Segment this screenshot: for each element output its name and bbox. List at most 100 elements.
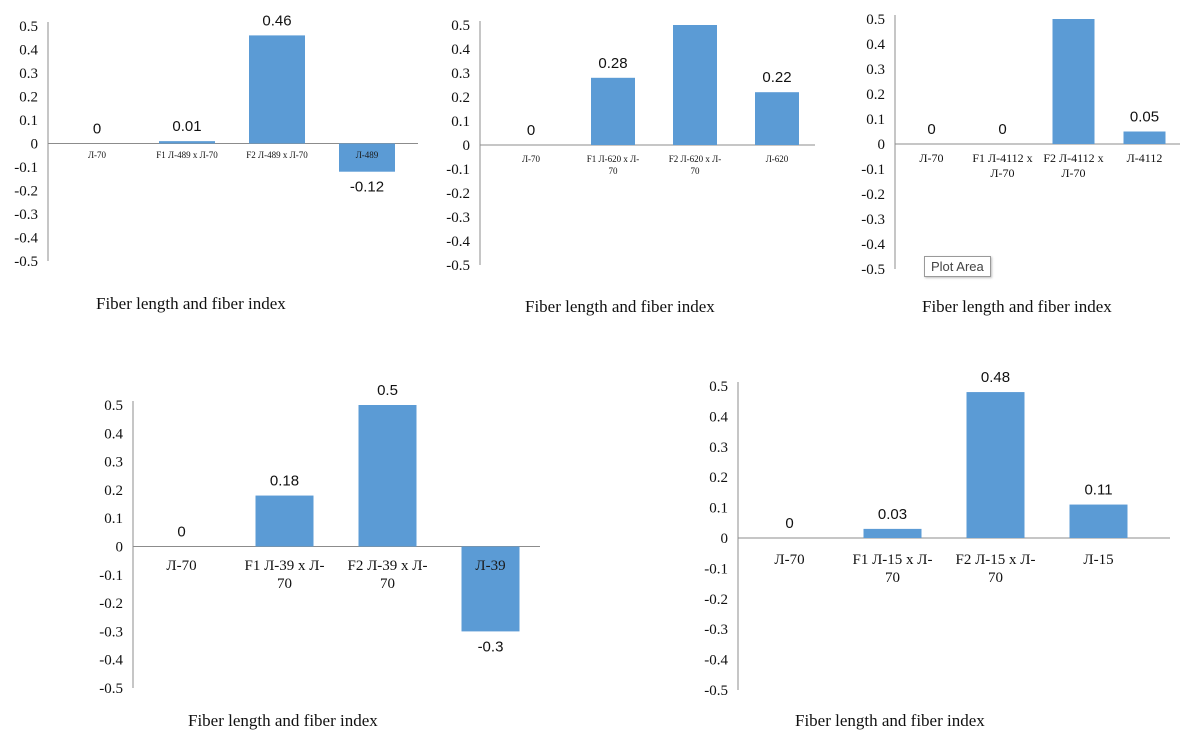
y-tick-label: 0.1 bbox=[104, 511, 123, 527]
category-label: Л-70 bbox=[88, 150, 107, 160]
data-label: 0 bbox=[527, 122, 535, 139]
bar bbox=[159, 141, 215, 144]
category-label: Л-70 bbox=[166, 558, 196, 574]
chart-4-caption: Fiber length and fiber index bbox=[188, 711, 378, 730]
data-label: 0.11 bbox=[1084, 482, 1112, 499]
category-label: 70 bbox=[885, 570, 900, 586]
data-label: 0.01 bbox=[172, 118, 201, 135]
bar bbox=[1052, 19, 1095, 144]
y-tick-label: 0.2 bbox=[709, 470, 728, 486]
y-tick-label: 0.2 bbox=[451, 90, 470, 106]
bar bbox=[461, 546, 520, 632]
y-tick-label: -0.1 bbox=[446, 162, 470, 178]
data-label: 0.03 bbox=[878, 506, 907, 523]
category-label: Л-489 bbox=[356, 150, 379, 160]
y-tick-label: -0.5 bbox=[14, 254, 38, 270]
category-label: F1 Л-39 x Л- bbox=[245, 558, 325, 574]
data-label: 0.46 bbox=[262, 12, 291, 29]
category-label: 70 bbox=[691, 166, 701, 176]
y-tick-label: -0.3 bbox=[704, 622, 728, 638]
category-label: F2 Л-620 x Л- bbox=[669, 154, 721, 164]
category-label: Л-70 bbox=[522, 154, 541, 164]
chart-5-caption: Fiber length and fiber index bbox=[795, 711, 985, 730]
category-label: Л-15 bbox=[1083, 552, 1113, 568]
y-tick-label: -0.3 bbox=[99, 624, 123, 640]
y-tick-label: 0.1 bbox=[451, 114, 470, 130]
y-tick-label: -0.1 bbox=[704, 561, 728, 577]
y-tick-label: -0.5 bbox=[704, 683, 728, 699]
y-tick-label: 0.5 bbox=[19, 19, 38, 35]
data-label: 0.5 bbox=[377, 382, 398, 399]
y-tick-label: -0.1 bbox=[14, 160, 38, 176]
data-label: 0 bbox=[177, 524, 185, 541]
y-tick-label: -0.3 bbox=[861, 212, 885, 228]
y-tick-label: -0.2 bbox=[861, 187, 885, 203]
category-label: F2 Л-4112 x bbox=[1043, 151, 1103, 165]
y-tick-label: -0.5 bbox=[99, 681, 123, 697]
y-tick-label: -0.1 bbox=[861, 162, 885, 178]
category-label: F2 Л-489 x Л-70 bbox=[246, 150, 308, 160]
category-label: Л-70 bbox=[919, 151, 943, 165]
y-tick-label: 0.5 bbox=[451, 18, 470, 34]
bar bbox=[591, 77, 635, 145]
category-label: F2 Л-39 x Л- bbox=[348, 558, 428, 574]
data-label: 0 bbox=[93, 121, 101, 138]
y-tick-label: 0.4 bbox=[19, 43, 38, 59]
chart-panel-3: 0.5 0.4 0.3 0.2 0.1 0 -0.1 -0.2 -0.3 -0.4 -0.5 0 Л-7… bbox=[0, 0, 1190, 320]
category-label: F2 Л-15 x Л- bbox=[956, 552, 1036, 568]
y-tick-label: 0.4 bbox=[866, 37, 885, 53]
y-tick-label: -0.4 bbox=[446, 234, 470, 250]
y-tick-label: 0.2 bbox=[866, 87, 885, 103]
chart-panel-2: 0.5 0.4 0.3 0.2 0.1 0 -0.1 -0.2 -0.3 -0.4 -0.5 0 Л-7… bbox=[0, 0, 820, 320]
y-tick-label: -0.2 bbox=[14, 184, 38, 200]
data-label: 0 bbox=[998, 121, 1006, 138]
y-tick-label: 0 bbox=[721, 531, 729, 547]
data-label: 0.48 bbox=[981, 369, 1010, 386]
y-tick-label: 0.1 bbox=[709, 501, 728, 517]
data-label: 0.05 bbox=[1130, 109, 1159, 126]
chart-4-svg: 0.5 0.4 0.3 0.2 0.1 0 -0.1 -0.2 -0.3 -0.4 -0.5 0 Л-7… bbox=[99, 382, 540, 697]
y-tick-label: 0.3 bbox=[709, 440, 728, 456]
chart-panel-4: 0.5 0.4 0.3 0.2 0.1 0 -0.1 -0.2 -0.3 -0.4 -0.5 0 Л-7… bbox=[99, 382, 540, 730]
y-tick-label: 0 bbox=[878, 137, 886, 153]
chart-2-caption: Fiber length and fiber index bbox=[525, 297, 715, 316]
data-label: -0.12 bbox=[350, 179, 384, 196]
bar bbox=[249, 35, 305, 144]
data-label: 0.18 bbox=[270, 473, 299, 490]
y-tick-label: 0.3 bbox=[451, 66, 470, 82]
category-label: Л-70 bbox=[990, 166, 1014, 180]
y-tick-label: -0.1 bbox=[99, 568, 123, 584]
category-label: F1 Л-4112 x bbox=[972, 151, 1032, 165]
chart-2-svg: 0.5 0.4 0.3 0.2 0.1 0 -0.1 -0.2 -0.3 -0.4 -0.5 0 Л-7… bbox=[446, 18, 815, 274]
y-tick-label: -0.4 bbox=[99, 653, 123, 669]
y-tick-label: 0 bbox=[31, 137, 39, 153]
data-label: -0.3 bbox=[478, 638, 504, 655]
y-tick-label: 0.3 bbox=[866, 62, 885, 78]
y-tick-label: 0.3 bbox=[104, 455, 123, 471]
category-label: 70 bbox=[380, 576, 395, 592]
chart-1-caption: Fiber length and fiber index bbox=[96, 294, 286, 313]
category-label: F1 Л-489 x Л-70 bbox=[156, 150, 218, 160]
y-tick-label: -0.2 bbox=[704, 592, 728, 608]
bar bbox=[1123, 131, 1166, 144]
y-tick-label: 0 bbox=[116, 540, 124, 556]
category-label: Л-4112 bbox=[1127, 151, 1163, 165]
y-tick-label: 0.3 bbox=[19, 66, 38, 82]
plot-area-tooltip: Plot Area bbox=[924, 256, 991, 277]
y-tick-label: -0.2 bbox=[99, 596, 123, 612]
y-tick-label: 0.5 bbox=[709, 379, 728, 395]
y-tick-label: -0.5 bbox=[446, 258, 470, 274]
chart-panel-1: 0.5 0.4 0.3 0.2 0.1 0 -0.1 -0.2 -0.3 -0.4 -0.5 0 Л-7… bbox=[0, 0, 420, 320]
category-label: 70 bbox=[609, 166, 619, 176]
y-tick-label: 0.1 bbox=[866, 112, 885, 128]
bar bbox=[255, 495, 314, 547]
category-label: Л-39 bbox=[475, 558, 505, 574]
bar bbox=[358, 405, 417, 547]
data-label: 0 bbox=[785, 515, 793, 532]
category-label: F1 Л-15 x Л- bbox=[853, 552, 933, 568]
y-tick-label: 0.2 bbox=[104, 483, 123, 499]
category-label: 70 bbox=[988, 570, 1003, 586]
y-tick-label: -0.5 bbox=[861, 262, 885, 278]
data-label: 0.22 bbox=[762, 69, 791, 86]
